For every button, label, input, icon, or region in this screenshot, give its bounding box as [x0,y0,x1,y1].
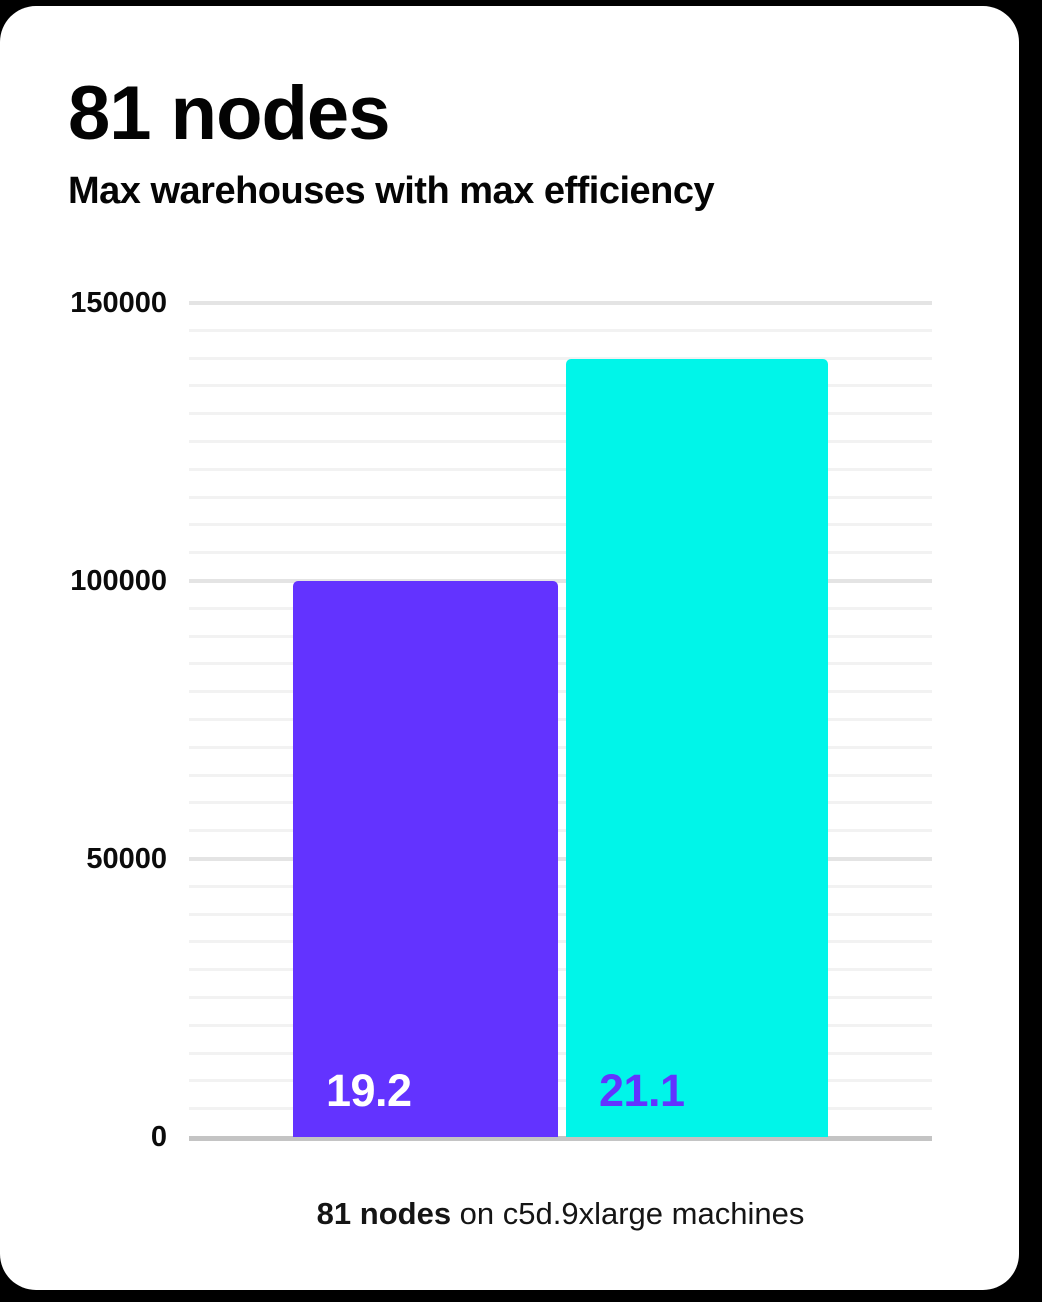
minor-gridline [189,412,932,416]
minor-gridline [189,773,932,777]
chart-title: 81 nodes [68,71,390,156]
minor-gridline [189,662,932,666]
minor-gridline [189,606,932,610]
minor-gridline [189,440,932,443]
minor-gridline [189,1051,932,1055]
minor-gridline [189,745,932,749]
chart-caption: 81 nodes on c5d.9xlarge machines [189,1196,932,1232]
minor-gridline [189,1023,932,1027]
minor-gridline [189,384,932,388]
chart-subtitle: Max warehouses with max efficiency [68,170,715,212]
caption-regular-text: on c5d.9xlarge machines [451,1196,805,1231]
bar-value-label: 21.1 [599,1064,685,1116]
y-axis-tick-label: 150000 [70,287,167,319]
minor-gridline [189,495,932,499]
minor-gridline [189,718,932,721]
minor-gridline [189,634,932,638]
caption-bold-text: 81 nodes [316,1196,452,1231]
major-gridline [189,579,932,583]
minor-gridline [189,801,932,805]
minor-gridline [189,1107,932,1111]
minor-gridline [189,467,932,471]
minor-gridline [189,690,932,694]
minor-gridline [189,551,932,555]
x-axis-line [189,1136,932,1141]
minor-gridline [189,996,932,999]
y-axis-tick-label: 0 [150,1121,167,1153]
minor-gridline [189,940,932,944]
bar-19.2: 19.2 [293,581,558,1137]
minor-gridline [189,1079,932,1083]
major-gridline [189,857,932,861]
y-axis-tick-label: 50000 [86,843,167,875]
bar-21.1: 21.1 [566,358,828,1137]
minor-gridline [189,829,932,833]
minor-gridline [189,912,932,916]
major-gridline [189,301,932,305]
minor-gridline [189,356,932,360]
minor-gridline [189,884,932,888]
y-axis-tick-label: 100000 [70,565,167,597]
minor-gridline [189,328,932,332]
minor-gridline [189,523,932,527]
minor-gridline [189,968,932,972]
bar-value-label: 19.2 [326,1065,412,1116]
